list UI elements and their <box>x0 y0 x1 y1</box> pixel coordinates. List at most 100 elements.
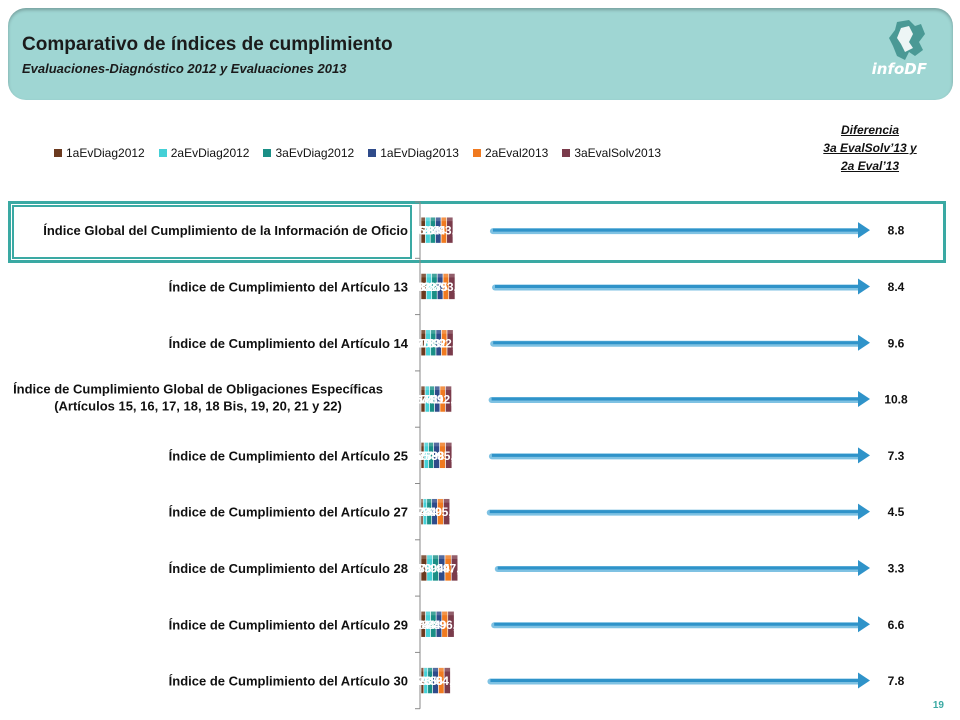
difference-arrow-head <box>858 334 870 351</box>
bar-segment-sheen <box>430 217 436 222</box>
bar-segment-sheen <box>438 554 445 559</box>
legend-label: 1aEvDiag2013 <box>380 146 459 160</box>
logo-text: infoDF <box>871 60 927 78</box>
category-label: Índice de Cumplimiento del Artículo 13 <box>169 279 408 294</box>
legend-swatch <box>562 149 571 157</box>
bar-segment-sheen <box>443 273 449 278</box>
bar-segment-sheen <box>438 667 445 672</box>
bar-segment-sheen <box>443 498 450 503</box>
bar-segment-sheen <box>425 217 431 222</box>
bar-segment-sheen <box>432 554 439 559</box>
bar-segment-sheen <box>446 217 453 222</box>
bar-segment-sheen <box>441 611 448 616</box>
legend-item: 3aEvalSolv2013 <box>562 146 661 160</box>
bar-data-label: 95,4 <box>435 505 459 519</box>
bar-data-label: 97,7 <box>443 561 467 575</box>
difference-header: Diferencia 3a EvalSolv’13 y 2a Eval’13 <box>800 121 940 175</box>
bar-segment-sheen <box>439 386 446 391</box>
difference-value: 10.8 <box>884 393 908 407</box>
bar-segment-sheen <box>430 611 437 616</box>
bar-segment-sheen <box>421 611 426 616</box>
difference-value: 8.4 <box>888 280 905 294</box>
bar-segment-sheen <box>424 442 429 447</box>
bar-data-label: 94,2 <box>436 674 460 688</box>
bar-segment-sheen <box>423 667 428 672</box>
bar-segment <box>450 554 459 582</box>
bar-segment-sheen <box>432 667 439 672</box>
difference-arrow-head <box>858 278 870 295</box>
legend-label: 3aEvalSolv2013 <box>574 146 662 160</box>
bar-segment <box>446 329 454 357</box>
legend-swatch <box>263 149 272 157</box>
bar-segment-sheen <box>427 667 433 672</box>
legend-item: 2aEval2013 <box>472 146 548 160</box>
bar-segment-sheen <box>426 554 433 559</box>
difference-arrow-head <box>858 447 870 464</box>
bar-segment-sheen <box>437 273 444 278</box>
difference-value: 4.5 <box>888 505 905 519</box>
bar-segment-sheen <box>451 554 458 559</box>
legend-item: 1aEvDiag2012 <box>54 146 145 160</box>
bar-segment-sheen <box>425 386 430 391</box>
legend-label: 2aEvDiag2012 <box>170 146 250 160</box>
difference-arrow-head <box>858 503 870 520</box>
bar-segment-sheen <box>421 667 424 672</box>
bar-segment-sheen <box>421 386 426 391</box>
category-label: (Artículos 15, 16, 17, 18, 18 Bis, 19, 2… <box>54 399 342 414</box>
legend-swatch <box>472 149 481 157</box>
page-subtitle: Evaluaciones-Diagnóstico 2012 y Evaluaci… <box>22 61 347 76</box>
difference-arrow-head <box>858 672 870 689</box>
bar-segment-sheen <box>444 554 452 559</box>
page-title: Comparativo de índices de cumplimiento <box>22 34 393 55</box>
bar-segment <box>445 442 453 469</box>
legend-swatch <box>54 149 62 157</box>
highlight-frame <box>8 201 946 263</box>
legend-item: 1aEvDiag2013 <box>368 146 459 160</box>
bar-segment-sheen <box>421 442 425 447</box>
category-label: Índice de Cumplimiento del Artículo 25 <box>169 448 408 463</box>
difference-arrow-head <box>858 222 870 239</box>
bar-segment-sheen <box>421 273 427 278</box>
bar-segment-sheen <box>441 217 447 222</box>
bar-segment-sheen <box>428 442 434 447</box>
bar-segment-sheen <box>444 667 451 672</box>
bar-segment <box>443 498 451 525</box>
bar-segment-sheen <box>436 611 442 616</box>
bar-segment-sheen <box>425 329 431 334</box>
bar-segment-sheen <box>426 498 432 503</box>
category-label: Índice de Cumplimiento del Artículo 27 <box>169 505 408 520</box>
bar-segment <box>443 667 451 694</box>
bar-data-label: 95,5 <box>437 449 461 463</box>
bar-segment-sheen <box>445 386 452 391</box>
bar-segment-sheen <box>445 442 452 447</box>
category-label: Índice de Cumplimiento Global de Obligac… <box>13 382 383 397</box>
bar-segment-sheen <box>447 611 455 616</box>
bar-segment-sheen <box>447 329 454 334</box>
bar-data-label: 93,8 <box>440 280 464 294</box>
difference-header-line: 2a Eval’13 <box>840 159 900 173</box>
bar-segment <box>445 385 452 413</box>
legend-item: 3aEvDiag2012 <box>263 146 354 160</box>
bar-segment-sheen <box>431 273 438 278</box>
difference-header-line: 3a EvalSolv’13 y <box>823 141 917 155</box>
category-label: Índice de Cumplimiento del Artículo 14 <box>169 336 409 351</box>
category-label: Índice de Cumplimiento del Artículo 28 <box>169 561 408 576</box>
legend-label: 3aEvDiag2012 <box>275 146 355 160</box>
category-label: Índice Global del Cumplimiento de la Inf… <box>43 223 408 238</box>
difference-value: 7.8 <box>888 674 905 688</box>
legend-swatch <box>158 149 167 157</box>
bar-segment-sheen <box>439 442 446 447</box>
bar-segment <box>448 273 456 300</box>
infodf-logo-icon <box>889 20 925 60</box>
category-label: Índice de Cumplimiento del Artículo 29 <box>169 617 408 632</box>
bar-segment-sheen <box>429 386 435 391</box>
category-label: Índice de Cumplimiento del Artículo 30 <box>169 674 408 689</box>
difference-arrow-head <box>858 559 870 576</box>
bar-segment-sheen <box>437 498 444 503</box>
legend-item: 2aEvDiag2012 <box>158 146 250 160</box>
highlight-label-frame <box>12 205 412 259</box>
header-banner: Comparativo de índices de cumplimiento E… <box>8 8 953 100</box>
bar-segment-sheen <box>421 217 426 222</box>
difference-value: 9.6 <box>888 336 905 350</box>
bar-segment-sheen <box>421 329 426 334</box>
